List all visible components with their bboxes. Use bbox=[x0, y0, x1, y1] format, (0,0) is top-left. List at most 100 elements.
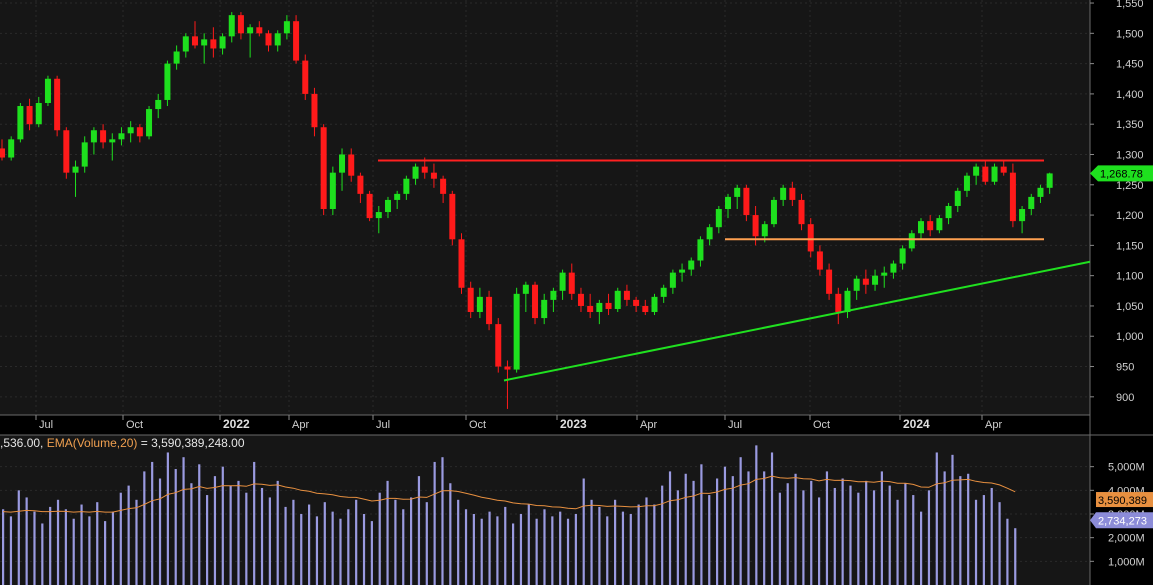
price-tick-label: 1,300 bbox=[1116, 149, 1144, 161]
time-tick-label: Jul bbox=[728, 419, 742, 431]
volume-bar bbox=[198, 464, 201, 585]
candle-body bbox=[109, 139, 116, 143]
volume-bar bbox=[315, 516, 319, 585]
volume-bar bbox=[770, 452, 774, 585]
candle-body bbox=[660, 287, 667, 297]
candle-body bbox=[90, 130, 97, 143]
candle-body bbox=[1028, 196, 1035, 210]
candle-body bbox=[302, 60, 309, 94]
volume-bar bbox=[410, 497, 413, 585]
volume-bar bbox=[708, 495, 711, 585]
volume-bar bbox=[9, 516, 13, 585]
volume-bar bbox=[974, 499, 978, 585]
volume-bar bbox=[151, 461, 154, 585]
candle-body bbox=[780, 187, 787, 200]
volume-bar bbox=[2, 509, 5, 585]
volume-bar bbox=[25, 497, 28, 585]
volume-bar bbox=[723, 466, 727, 585]
volume-bar bbox=[739, 457, 742, 585]
candle-body bbox=[440, 178, 447, 194]
candle-body bbox=[44, 78, 51, 103]
volume-bar bbox=[472, 514, 475, 585]
volume-bar bbox=[425, 502, 428, 585]
candle-body bbox=[577, 293, 584, 306]
volume-bar bbox=[559, 511, 562, 585]
trendline-line bbox=[503, 260, 1091, 382]
candle-body bbox=[522, 284, 529, 294]
volume-bar bbox=[982, 495, 985, 585]
volume-bar bbox=[347, 509, 350, 585]
volume-bar bbox=[96, 502, 99, 585]
last-price-label: 1,268.78 bbox=[1100, 168, 1143, 180]
candle-body bbox=[311, 93, 318, 128]
time-tick-label: Apr bbox=[640, 419, 657, 431]
volume-bar bbox=[480, 518, 483, 585]
candle-body bbox=[835, 293, 842, 313]
candle-body bbox=[0, 148, 5, 158]
volume-bar bbox=[645, 497, 648, 585]
candle-body bbox=[421, 166, 428, 173]
candle-body bbox=[918, 221, 924, 234]
volume-bar bbox=[888, 485, 891, 585]
candle-body bbox=[559, 272, 566, 291]
volume-bar bbox=[72, 518, 75, 585]
volume-bar bbox=[80, 504, 83, 585]
volume-bar bbox=[394, 499, 397, 585]
candle-body bbox=[210, 39, 217, 49]
time-tick-label: Oct bbox=[813, 419, 830, 431]
volume-bar bbox=[378, 492, 381, 585]
volume-bar bbox=[457, 499, 460, 585]
volume-bar bbox=[268, 497, 271, 585]
volume-bar bbox=[794, 473, 797, 585]
volume-bar bbox=[111, 511, 115, 585]
volume-bar bbox=[896, 499, 899, 585]
volume-bar bbox=[621, 511, 625, 585]
candle-body bbox=[513, 293, 520, 370]
candle-body bbox=[366, 193, 373, 219]
volume-bar bbox=[872, 490, 876, 585]
time-tick-label: Apr bbox=[292, 419, 309, 431]
price-tick-label: 1,450 bbox=[1116, 59, 1144, 71]
volume-bars bbox=[2, 445, 1017, 585]
price-tick-label: 1,000 bbox=[1116, 331, 1144, 343]
volume-bar bbox=[339, 518, 342, 585]
candle-body bbox=[954, 190, 961, 206]
volume-bar bbox=[41, 523, 44, 585]
volume-bar bbox=[574, 514, 577, 585]
candle-body bbox=[320, 127, 327, 210]
volume-title-ema: EMA(Volume,20) bbox=[46, 436, 138, 450]
volume-bar bbox=[331, 511, 334, 585]
volume-bar bbox=[143, 471, 146, 585]
candle-body bbox=[706, 227, 713, 240]
candle-body bbox=[247, 27, 254, 34]
candle-body bbox=[725, 196, 732, 210]
volume-bar bbox=[535, 518, 538, 585]
volume-bar bbox=[213, 476, 217, 585]
volume-bar bbox=[904, 483, 907, 585]
candle-body bbox=[532, 284, 539, 319]
candle-body bbox=[164, 63, 171, 100]
candle-body bbox=[182, 36, 189, 52]
volume-bar bbox=[276, 480, 279, 585]
volume-bar bbox=[551, 516, 554, 585]
volume-bar bbox=[833, 487, 836, 585]
volume-bar bbox=[284, 506, 287, 585]
volume-bar bbox=[763, 471, 766, 585]
candle-body bbox=[146, 109, 153, 137]
volume-bar bbox=[417, 476, 421, 585]
volume-tag-label: 2,734,273 bbox=[1098, 515, 1147, 527]
candle-body bbox=[991, 166, 998, 182]
price-tick-label: 1,050 bbox=[1116, 301, 1144, 313]
price-tick-label: 1,400 bbox=[1116, 89, 1144, 101]
price-tick-label: 1,550 bbox=[1116, 0, 1144, 10]
volume-bar bbox=[362, 514, 366, 585]
candle-body bbox=[403, 178, 410, 194]
volume-bar bbox=[676, 490, 679, 585]
volume-bar bbox=[825, 471, 829, 585]
candle-body bbox=[155, 99, 162, 110]
candle-body bbox=[100, 130, 107, 143]
candle-body bbox=[495, 324, 502, 367]
candle-body bbox=[394, 193, 401, 200]
volume-bar bbox=[512, 523, 515, 585]
candle-body bbox=[412, 166, 419, 179]
